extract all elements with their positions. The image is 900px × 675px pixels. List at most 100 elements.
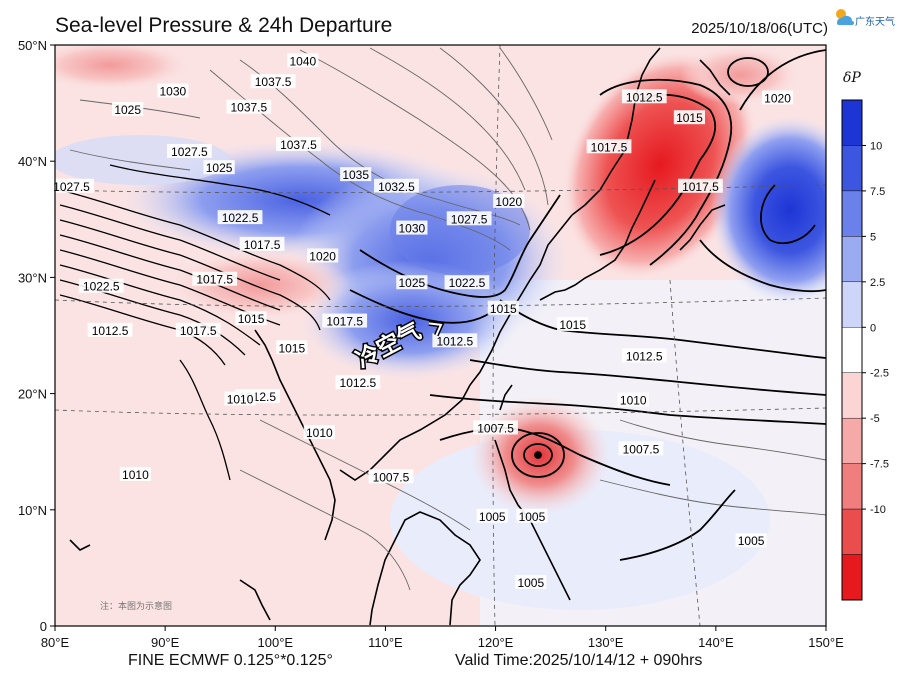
isobar-label: 1030 [396, 220, 428, 236]
isobar-label-text: 1037.5 [230, 101, 267, 115]
colorbar-swatch [841, 372, 863, 419]
lon-tick-label: 90°E [151, 635, 180, 650]
isobar-label: 1040 [287, 53, 319, 68]
lon-tick-label: 130°E [588, 635, 624, 650]
isobar-label-text: 1005 [479, 510, 506, 524]
isobar-label-text: 1012.5 [436, 334, 473, 348]
colorbar-swatch [841, 554, 863, 601]
isobar-label: 1017.5 [175, 322, 221, 338]
lon-axis: 80°E 90°E 100°E 110°E 120°E 130°E 140°E 150°E [41, 626, 844, 650]
isobar-label-text: 1037.5 [280, 138, 317, 152]
lon-tick-label: 150°E [808, 635, 844, 650]
isobar-label-text: 1027.5 [53, 180, 90, 194]
isobar-label-text: 1020 [764, 91, 791, 105]
isobar-label: 1025 [112, 102, 144, 117]
isobar-label-text: 1012.5 [626, 349, 663, 363]
isobar-label: 1007.5 [368, 469, 414, 484]
isobar-label-text: 1017.5 [244, 238, 281, 252]
isobar-label: 1005 [476, 508, 508, 524]
terrain-isobars [59, 164, 331, 481]
isobar-label-text: 1012.5 [340, 376, 377, 390]
valid-time-caption: Valid Time:2025/10/14/12 + 090hrs [455, 652, 703, 669]
colorbar: 10 7.5 5 2.5 0 -2.5 -5 -7.5 -10 [841, 99, 889, 601]
colorbar-tick-label: -10 [870, 504, 886, 516]
isobar-label: 1012.5 [432, 333, 478, 348]
isobar-label: 1022.5 [217, 210, 263, 225]
colorbar-swatch [841, 417, 863, 464]
lon-tick-label: 140°E [698, 635, 734, 650]
lat-tick-label: 10°N [18, 503, 47, 518]
brand-name: 广东天气 [855, 17, 895, 28]
isobar-label: 1037.5 [276, 136, 321, 152]
isobar-label: 1020 [761, 90, 794, 105]
isobar-label: 1020 [493, 193, 525, 209]
isobar-label: 1010 [617, 392, 649, 408]
isobar-label: 1027.5 [446, 211, 492, 226]
colorbar-swatch [841, 145, 863, 192]
isobar-label-text: 1025 [114, 103, 141, 117]
colorbar-swatch [841, 236, 863, 283]
isobar-label-text: 1015 [238, 312, 265, 326]
isobar-label-text: 1010 [122, 468, 149, 482]
isobar-label-text: 1005 [519, 510, 546, 524]
lat-axis: 0 10°N 20°N 30°N 40°N 50°N [18, 38, 55, 634]
isobar-label: 1025 [203, 160, 235, 175]
isobar-label-text: 1022.5 [222, 211, 259, 225]
isobar-label: 1010 [303, 425, 335, 440]
arrow-icon [428, 320, 445, 337]
isobar-label-text: 1017.5 [180, 324, 217, 338]
page-title: Sea-level Pressure & 24h Departure [55, 14, 393, 37]
isobar-label: 1015 [487, 300, 519, 316]
isobar-label: 1035 [340, 167, 372, 182]
coastlines [69, 47, 731, 626]
isobar-label-text: 1015 [278, 341, 305, 355]
isobar-label: 1020 [307, 248, 339, 263]
isobar-label: 1007.5 [618, 441, 664, 456]
isobar-label-text: 1017.5 [591, 140, 628, 154]
colorbar-swatch [841, 190, 863, 237]
isobar-label-text: 1035 [342, 168, 369, 182]
lon-tick-label: 120°E [478, 635, 514, 650]
map-note: 注：本图为示意图 [100, 600, 172, 611]
isobar-label: 1032.5 [374, 178, 419, 194]
isobar-label: 1012.5 [621, 348, 667, 363]
colorbar-swatch [841, 99, 863, 146]
isobar-label: 1017.5 [586, 139, 632, 154]
isobar-label: 1027.5 [49, 178, 94, 194]
isobar-label-text: 1015 [490, 302, 517, 316]
isobar-label: 1012.5 [335, 375, 381, 390]
colorbar-tick-label: -7.5 [870, 459, 889, 471]
lat-tick-label: 20°N [18, 387, 47, 402]
isobar-label-text: 1010 [620, 394, 647, 408]
isobar-label-text: 1005 [738, 534, 765, 548]
colorbar-frame [841, 99, 863, 601]
isobar-label: 1015 [673, 110, 706, 125]
colorbar-tick-label: 5 [870, 231, 876, 243]
isobar-label: 1007.5 [473, 420, 518, 435]
brand-logo: 广东天气 [833, 6, 895, 32]
isobar-label: 1017.5 [678, 178, 723, 194]
isobar-label-text: 1015 [559, 318, 586, 332]
lat-tick-label: 0 [40, 619, 47, 634]
isobar-label: 1025 [396, 275, 428, 290]
isobar-label-text: 1007.5 [373, 470, 410, 484]
lon-tick-label: 100°E [258, 635, 294, 650]
isobar-label-layer: 1040 1037.5 1030 1037.5 1025 1037.5 1027.5 1025… [49, 53, 794, 590]
colorbar-swatch [841, 508, 863, 555]
isobar-label-text: 1012.5 [626, 90, 663, 104]
isobar-label-text: 1012.5 [92, 324, 129, 338]
isobar-label-text: 1007.5 [477, 421, 514, 435]
isobar-label: 1022.5 [78, 278, 124, 294]
colorbar-tick-label: 7.5 [870, 186, 885, 198]
isobar-label-text: 1007.5 [623, 442, 660, 456]
isobar-label-text: 1030 [399, 222, 426, 236]
isobar-label-text: 1025 [399, 276, 426, 290]
colorbar-swatch [841, 327, 863, 373]
lat-tick-label: 50°N [18, 38, 47, 53]
sun-cloud-icon [836, 9, 854, 25]
colorbar-tick-label: 0 [870, 322, 876, 334]
isobar-label-text: 1017.5 [196, 273, 233, 287]
isobar-label-text: 1025 [206, 161, 233, 175]
colorbar-tick-label: 2.5 [870, 277, 885, 289]
